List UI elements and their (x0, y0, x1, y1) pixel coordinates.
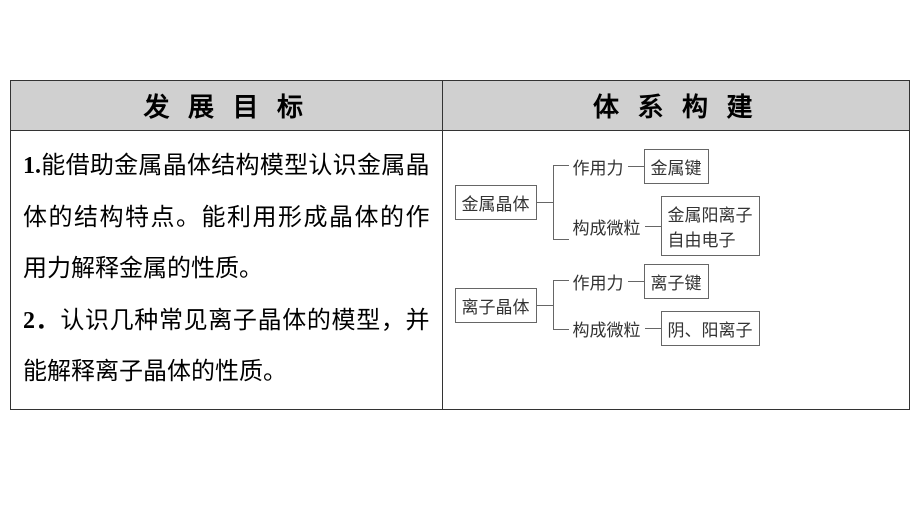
leaf-node: 离子键 (644, 264, 709, 299)
header-structure: 体 系 构 建 (442, 81, 909, 131)
branch-label: 作用力 (569, 269, 628, 294)
diagram-cell: 金属晶体作用力金属键构成微粒金属阳离子 自由电子离子晶体作用力离子键构成微粒阴、… (442, 131, 909, 410)
branch: 构成微粒阴、阳离子 (569, 311, 760, 346)
connector-line (628, 166, 644, 167)
children-group: 作用力金属键构成微粒金属阳离子 自由电子 (569, 149, 760, 256)
connector-line (537, 202, 553, 203)
goal-2-number: 2． (23, 308, 60, 334)
branch-label: 作用力 (569, 154, 628, 179)
connector-line (537, 305, 553, 306)
tree-1: 离子晶体作用力离子键构成微粒阴、阳离子 (455, 264, 760, 346)
leaf-node: 金属键 (644, 149, 709, 184)
concept-tree-diagram: 金属晶体作用力金属键构成微粒金属阳离子 自由电子离子晶体作用力离子键构成微粒阴、… (455, 141, 760, 354)
leaf-node: 金属阳离子 自由电子 (661, 196, 760, 256)
goal-2-text: 认识几种常见离子晶体的模型，并能解释离子晶体的性质。 (23, 308, 430, 386)
bracket-connector (553, 264, 569, 346)
connector-line (645, 328, 661, 329)
tree-0: 金属晶体作用力金属键构成微粒金属阳离子 自由电子 (455, 149, 760, 256)
leaf-node: 阴、阳离子 (661, 311, 760, 346)
header-goals: 发 展 目 标 (11, 81, 443, 131)
branch-label: 构成微粒 (569, 214, 645, 239)
main-layout-table: 发 展 目 标 体 系 构 建 1.能借助金属晶体结构模型认识金属晶体的结构特点… (10, 80, 910, 410)
goal-1-text: 能借助金属晶体结构模型认识金属晶体的结构特点。能利用形成晶体的作用力解释金属的性… (23, 153, 430, 282)
children-group: 作用力离子键构成微粒阴、阳离子 (569, 264, 760, 346)
bracket-connector (553, 149, 569, 256)
branch: 作用力金属键 (569, 149, 760, 184)
goals-cell: 1.能借助金属晶体结构模型认识金属晶体的结构特点。能利用形成晶体的作用力解释金属… (11, 131, 443, 410)
goal-1-number: 1. (23, 153, 41, 179)
tree-root-node: 离子晶体 (455, 288, 537, 323)
branch: 构成微粒金属阳离子 自由电子 (569, 196, 760, 256)
tree-root-node: 金属晶体 (455, 185, 537, 220)
connector-line (628, 281, 644, 282)
branch-label: 构成微粒 (569, 316, 645, 341)
connector-line (645, 226, 661, 227)
branch: 作用力离子键 (569, 264, 760, 299)
